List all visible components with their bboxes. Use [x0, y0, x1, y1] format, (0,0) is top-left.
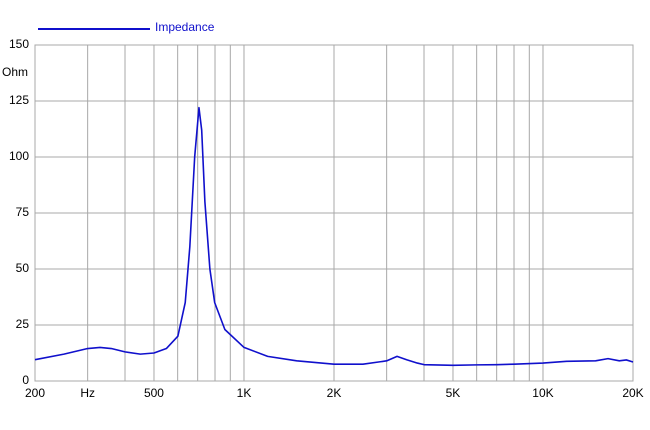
x-tick-label: 5K — [446, 386, 461, 400]
y-axis-label: Ohm — [2, 65, 28, 79]
x-tick-label: 2K — [327, 386, 342, 400]
y-tick-label: 125 — [9, 93, 29, 107]
y-tick-label: 25 — [16, 317, 30, 331]
y-tick-label: 50 — [16, 261, 30, 275]
impedance-line — [34, 106, 634, 367]
x-tick-label: 10K — [532, 386, 553, 400]
x-tick-label: 500 — [144, 386, 164, 400]
x-tick-label: 1K — [237, 386, 252, 400]
x-tick-label: Hz — [80, 386, 95, 400]
y-tick-label: 150 — [9, 37, 29, 51]
y-tick-label: 75 — [16, 205, 30, 219]
y-tick-label: 0 — [22, 373, 29, 387]
x-tick-label: 200 — [25, 386, 45, 400]
legend-label: Impedance — [155, 20, 215, 34]
y-tick-label: 100 — [9, 149, 29, 163]
x-tick-label: 20K — [622, 386, 643, 400]
